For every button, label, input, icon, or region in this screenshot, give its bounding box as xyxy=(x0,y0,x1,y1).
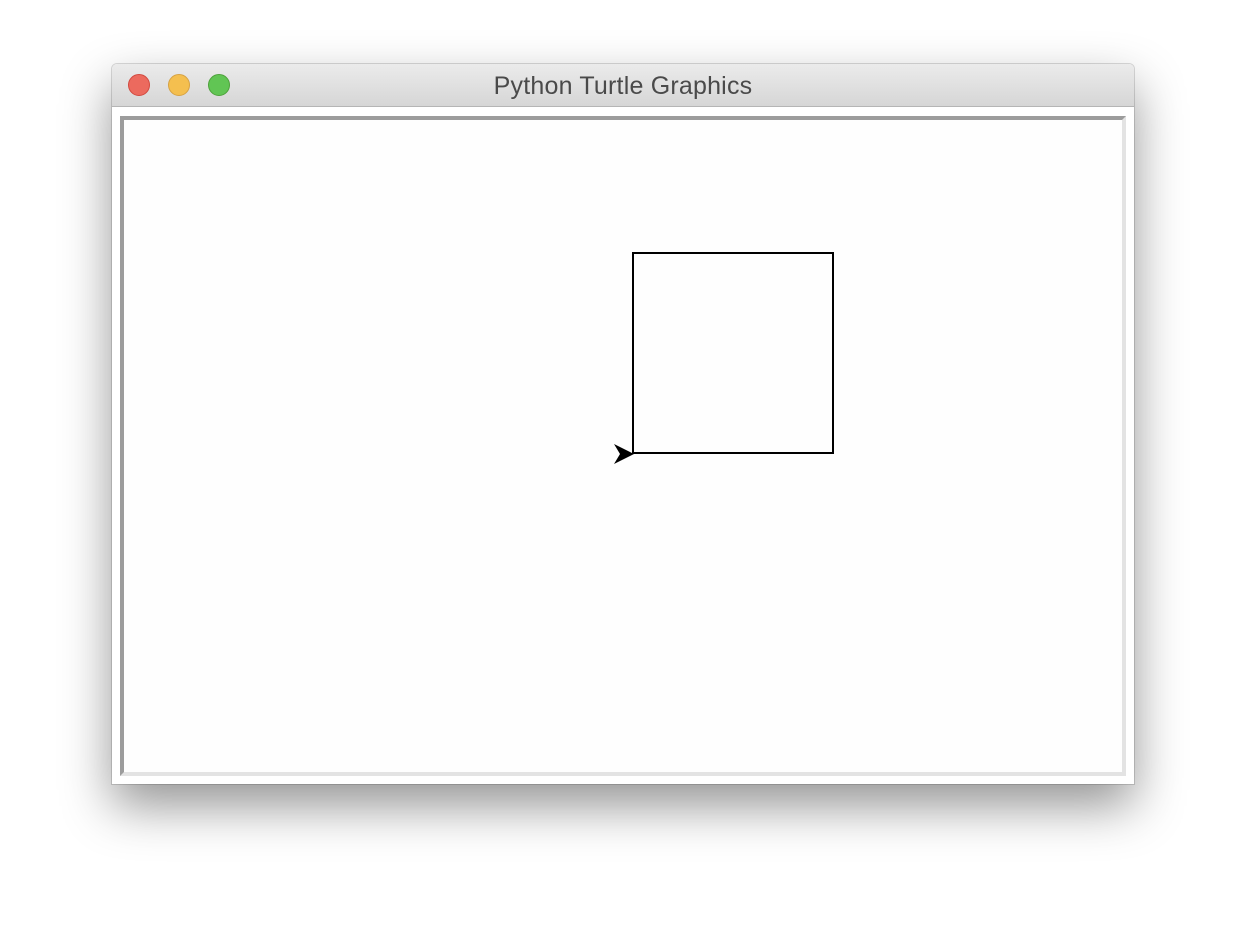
turtle-window: Python Turtle Graphics xyxy=(112,64,1134,784)
title-bar[interactable]: Python Turtle Graphics xyxy=(112,64,1134,107)
minimize-button[interactable] xyxy=(168,74,190,96)
close-button[interactable] xyxy=(128,74,150,96)
drawing-surface xyxy=(614,252,834,464)
drawn-square xyxy=(632,252,834,454)
turtle-canvas[interactable] xyxy=(120,116,1126,776)
window-title: Python Turtle Graphics xyxy=(493,72,753,100)
zoom-button[interactable] xyxy=(208,74,230,96)
turtle-arrow-icon xyxy=(614,444,634,464)
